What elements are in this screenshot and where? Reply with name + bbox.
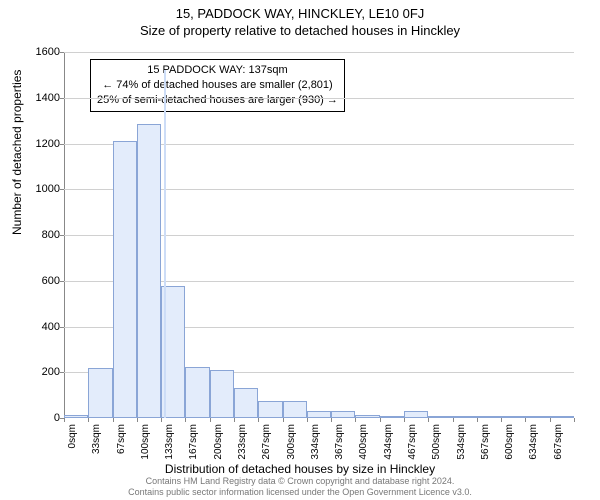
- histogram-bar: [550, 416, 574, 418]
- xtick-mark: [525, 418, 526, 422]
- xtick-mark: [404, 418, 405, 422]
- ytick-mark: [60, 52, 64, 53]
- histogram-bar: [113, 141, 137, 418]
- x-axis-label: Distribution of detached houses by size …: [0, 462, 600, 476]
- histogram-bar: [355, 415, 379, 418]
- histogram-bar: [210, 370, 234, 418]
- chart-container: 15, PADDOCK WAY, HINCKLEY, LE10 0FJ Size…: [0, 0, 600, 500]
- histogram-bar: [283, 401, 307, 418]
- histogram-bar: [331, 411, 355, 418]
- gridline: [64, 98, 574, 99]
- histogram-bar: [258, 401, 282, 418]
- xtick-mark: [161, 418, 162, 422]
- xtick-mark: [283, 418, 284, 422]
- xtick-mark: [88, 418, 89, 422]
- xtick-mark: [380, 418, 381, 422]
- ytick-label: 200: [20, 366, 60, 378]
- xtick-mark: [550, 418, 551, 422]
- histogram-bar: [234, 388, 258, 418]
- xtick-mark: [210, 418, 211, 422]
- plot-area: [64, 52, 574, 418]
- xtick-mark: [574, 418, 575, 422]
- highlight-marker: [164, 70, 166, 418]
- xtick-mark: [113, 418, 114, 422]
- xtick-mark: [137, 418, 138, 422]
- page-title: 15, PADDOCK WAY, HINCKLEY, LE10 0FJ: [0, 0, 600, 21]
- ytick-label: 400: [20, 321, 60, 333]
- footer: Contains HM Land Registry data © Crown c…: [0, 476, 600, 498]
- gridline: [64, 52, 574, 53]
- histogram-bar: [88, 368, 112, 418]
- chart-area: 020040060080010001200140016000sqm33sqm67…: [64, 52, 574, 418]
- xtick-mark: [64, 418, 65, 422]
- xtick-mark: [331, 418, 332, 422]
- page-subtitle: Size of property relative to detached ho…: [0, 21, 600, 38]
- ytick-mark: [60, 372, 64, 373]
- ytick-label: 600: [20, 275, 60, 287]
- xtick-mark: [428, 418, 429, 422]
- ytick-label: 800: [20, 229, 60, 241]
- histogram-bar: [185, 367, 209, 418]
- xtick-mark: [453, 418, 454, 422]
- ytick-mark: [60, 281, 64, 282]
- histogram-bar: [477, 416, 501, 418]
- xtick-mark: [307, 418, 308, 422]
- histogram-bar: [380, 416, 404, 418]
- ytick-mark: [60, 327, 64, 328]
- histogram-bar: [64, 415, 88, 418]
- histogram-bar: [428, 416, 452, 418]
- ytick-mark: [60, 235, 64, 236]
- ytick-label: 1600: [20, 46, 60, 58]
- histogram-bar: [404, 411, 428, 418]
- ytick-label: 1000: [20, 183, 60, 195]
- ytick-label: 1200: [20, 138, 60, 150]
- footer-line: Contains HM Land Registry data © Crown c…: [0, 476, 600, 487]
- footer-line: Contains public sector information licen…: [0, 487, 600, 498]
- ytick-label: 0: [20, 412, 60, 424]
- xtick-mark: [185, 418, 186, 422]
- histogram-bar: [501, 416, 525, 418]
- xtick-mark: [355, 418, 356, 422]
- xtick-mark: [258, 418, 259, 422]
- histogram-bar: [307, 411, 331, 418]
- ytick-mark: [60, 98, 64, 99]
- xtick-mark: [234, 418, 235, 422]
- ytick-label: 1400: [20, 92, 60, 104]
- ytick-mark: [60, 189, 64, 190]
- xtick-mark: [477, 418, 478, 422]
- histogram-bar: [525, 416, 549, 418]
- histogram-bar: [137, 124, 161, 418]
- xtick-mark: [501, 418, 502, 422]
- histogram-bar: [453, 416, 477, 418]
- ytick-mark: [60, 144, 64, 145]
